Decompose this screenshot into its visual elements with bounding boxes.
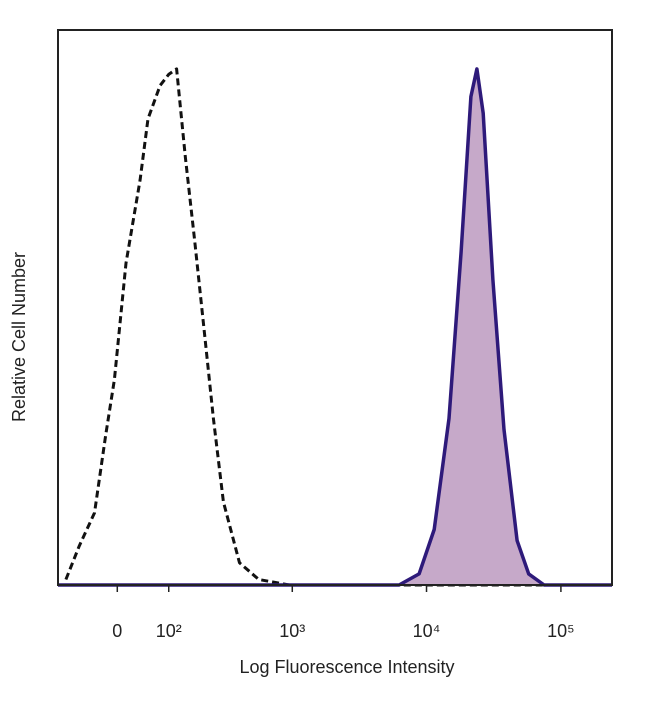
histogram-line [64,67,612,587]
y-axis-label: Relative Cell Number [9,252,29,422]
area [58,68,612,585]
plot-frame [57,29,613,586]
x-tick-label: 10⁵ [547,621,574,641]
x-tick-label: 10⁴ [413,621,441,641]
x-tick-label: 10² [156,621,182,641]
x-tick-label: 0 [112,621,122,641]
histogram-line [58,67,612,587]
x-tick-label: 10³ [279,621,305,641]
x-axis-label: Log Fluorescence Intensity [239,657,454,677]
